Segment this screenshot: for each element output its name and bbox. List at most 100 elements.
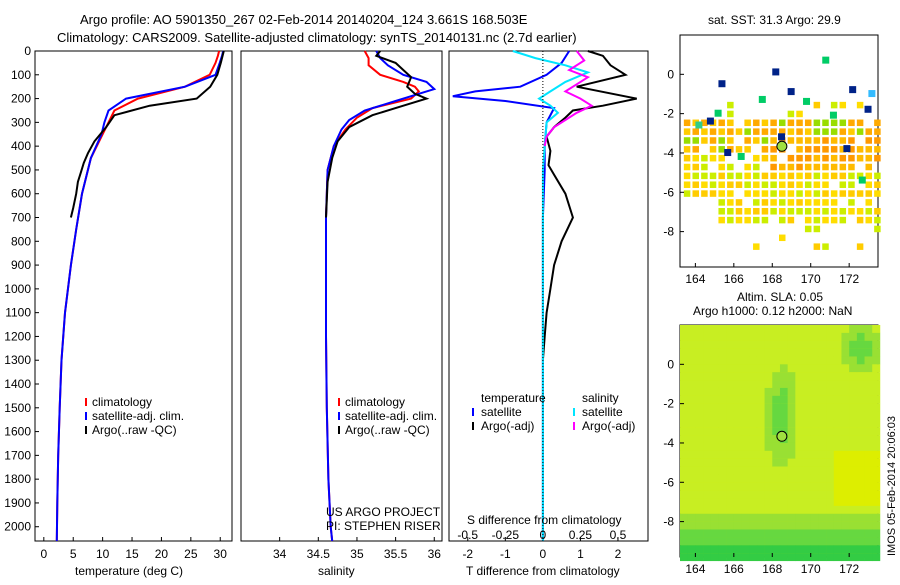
sla-cell — [849, 450, 858, 459]
climatology-line — [55, 50, 221, 542]
sst-cell — [813, 172, 821, 180]
sla-cell — [687, 419, 696, 428]
sla-cell — [726, 521, 735, 530]
sla-cell — [710, 356, 719, 365]
sla-cell — [733, 521, 742, 530]
sla-cell — [687, 364, 696, 373]
sla-cell — [764, 403, 773, 412]
sla-cell — [718, 513, 727, 522]
sst-cell — [822, 56, 830, 64]
sst-cell — [718, 208, 725, 215]
sla-cell — [695, 348, 704, 357]
sla-cell — [772, 529, 781, 538]
sat_salinity-line — [512, 50, 591, 541]
sla-cell — [818, 395, 827, 404]
sla-cell — [733, 505, 742, 514]
sla-cell — [680, 395, 688, 404]
sla-cell — [695, 419, 704, 428]
sla-cell — [733, 380, 742, 389]
sla-cell — [772, 474, 781, 483]
sla-cell — [803, 395, 812, 404]
sla-cell — [764, 419, 773, 428]
sla-cell — [810, 498, 819, 507]
sla-cell — [710, 490, 719, 499]
sla-cell — [872, 505, 881, 514]
sst-cell — [753, 199, 760, 206]
sla-cell — [826, 332, 835, 341]
header-line-1: Argo profile: AO 5901350_267 02-Feb-2014… — [80, 12, 528, 27]
sla-cell — [818, 435, 827, 444]
sst-cell — [787, 172, 795, 180]
sla-cell — [864, 435, 873, 444]
sla-cell — [779, 537, 788, 546]
sst-cell — [874, 137, 881, 144]
sla-cell — [872, 387, 881, 396]
sst-cell — [796, 146, 803, 153]
sst-cell — [695, 121, 703, 129]
sla-cell — [833, 482, 842, 491]
sst-cell — [744, 119, 751, 127]
lat-tick-label: -6 — [663, 475, 674, 489]
sst-cell — [804, 181, 812, 188]
sla-cell — [772, 340, 781, 349]
depth-tick-label: 900 — [11, 258, 31, 272]
sla-cell — [810, 403, 819, 412]
sla-cell — [841, 482, 850, 491]
sla-cell — [749, 340, 758, 349]
sla-cell — [695, 403, 704, 412]
sla-cell — [856, 498, 865, 507]
sla-cell — [779, 505, 788, 514]
sla-cell — [803, 411, 812, 420]
sst-cell — [727, 110, 734, 118]
sla-cell — [749, 332, 758, 341]
sla-cell — [772, 450, 781, 459]
sla-cell — [864, 553, 873, 562]
sla-cell — [680, 419, 688, 428]
sla-cell — [787, 442, 796, 451]
sla-cell — [733, 340, 742, 349]
sla-cell — [710, 458, 719, 467]
sla-cell — [733, 482, 742, 491]
sla-cell — [741, 505, 750, 514]
sst-cell — [787, 181, 795, 188]
sla-cell — [803, 521, 812, 530]
sst-cell — [727, 190, 734, 197]
sst-cell — [770, 119, 777, 127]
sla-cell — [787, 537, 796, 546]
sst-cell — [683, 154, 691, 162]
argo-line — [325, 50, 430, 218]
sla-cell — [810, 482, 819, 491]
s-tick-label: -0.5 — [457, 528, 478, 542]
sla-cell — [833, 513, 842, 522]
sst-cell — [804, 199, 812, 206]
salinity-panel: 34 34.5 35 35.5 36 climatology satellite-adj… — [240, 50, 443, 578]
sla-cell — [756, 332, 765, 341]
sla-cell — [703, 348, 712, 357]
sla-cell — [680, 505, 688, 514]
sst-cell — [744, 208, 751, 215]
sla-cell — [710, 529, 719, 538]
sla-cell — [680, 458, 688, 467]
sla-cell — [687, 356, 696, 365]
sla-cell — [764, 435, 773, 444]
sst-cell — [822, 181, 829, 188]
sla-cell — [718, 387, 727, 396]
sst-cell — [865, 216, 873, 224]
sla-cell — [749, 458, 758, 467]
sla-cell — [787, 490, 796, 499]
sla-cell — [864, 505, 873, 514]
sst-cell — [692, 172, 699, 180]
sla-cell — [726, 364, 735, 373]
sla-cell — [733, 372, 742, 381]
sla-cell — [695, 411, 704, 420]
sst-cell — [787, 128, 795, 135]
sla-cell — [718, 427, 727, 436]
sla-cell — [856, 372, 865, 381]
sla-cell — [864, 458, 873, 467]
depth-tick-label: 100 — [11, 68, 31, 82]
sst-cell — [779, 190, 786, 197]
sla-cell — [795, 427, 804, 436]
sla-cell — [818, 348, 827, 357]
sst-cell — [683, 190, 691, 197]
sla-cell — [710, 411, 719, 420]
